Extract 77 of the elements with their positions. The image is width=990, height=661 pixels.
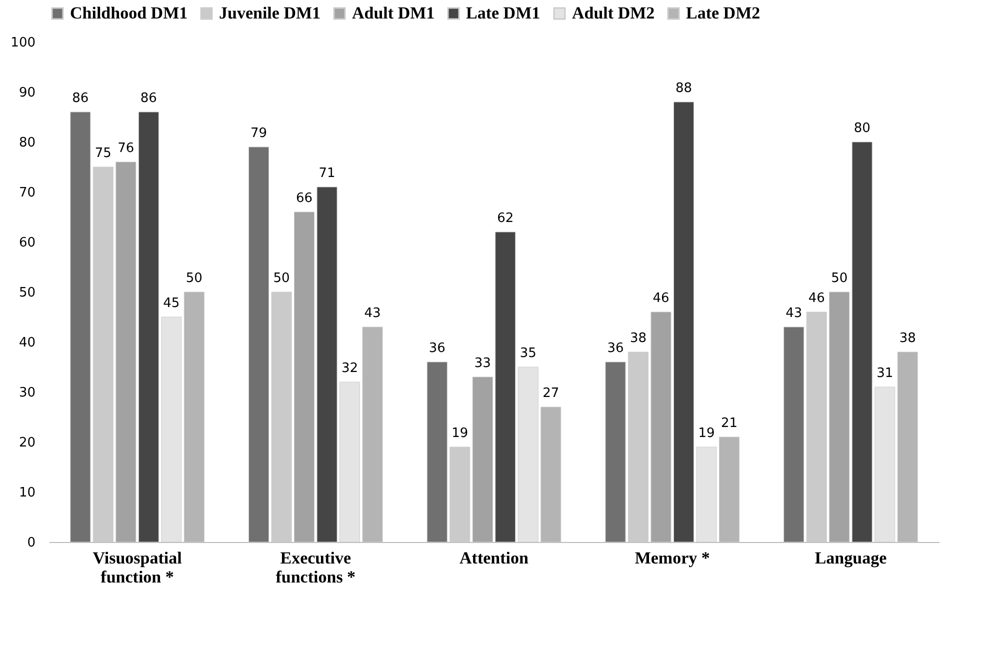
- bar: [673, 102, 694, 542]
- bar: [829, 292, 850, 542]
- data-label: 66: [296, 191, 313, 206]
- bar: [495, 232, 516, 542]
- data-label: 45: [163, 296, 180, 311]
- bar: [852, 142, 872, 542]
- y-tick-label: 50: [18, 286, 36, 300]
- bar: [874, 386, 896, 542]
- data-label: 88: [675, 81, 692, 96]
- legend-label: Childhood DM1: [70, 4, 188, 23]
- y-tick-label: 10: [18, 486, 36, 500]
- legend-label: Adult DM2: [572, 4, 655, 23]
- data-label: 50: [273, 271, 290, 286]
- bar: [472, 376, 493, 542]
- bar: [294, 212, 315, 542]
- bar: [161, 316, 182, 542]
- bar: [271, 292, 292, 542]
- legend-label: Late DM2: [686, 4, 760, 23]
- bar: [628, 352, 648, 542]
- y-tick-label: 20: [18, 436, 36, 450]
- bar: [138, 112, 159, 542]
- legend-label: Juvenile DM1: [219, 4, 321, 23]
- data-label: 62: [497, 211, 514, 226]
- y-tick-label: 30: [18, 386, 36, 400]
- data-label: 80: [854, 121, 870, 136]
- bar: [70, 112, 91, 542]
- bar: [426, 362, 448, 542]
- bar: [340, 382, 360, 542]
- data-label: 46: [808, 291, 825, 306]
- y-tick-label: 80: [18, 136, 36, 150]
- data-label: 86: [72, 91, 89, 106]
- bar: [806, 312, 827, 542]
- y-tick-label: 100: [10, 36, 36, 50]
- bar: [450, 446, 470, 542]
- y-tick-label: 60: [18, 236, 36, 250]
- data-label: 76: [118, 141, 134, 156]
- data-label: 75: [94, 146, 112, 161]
- data-label: 32: [341, 361, 358, 376]
- y-tick-label: 70: [18, 186, 36, 200]
- bar: [518, 366, 538, 542]
- data-label: 71: [318, 166, 336, 181]
- bar: [316, 186, 338, 542]
- x-tick-label: Language: [814, 548, 888, 568]
- bar: [92, 166, 114, 542]
- data-label: 33: [474, 356, 491, 371]
- legend-label: Adult DM1: [352, 4, 435, 23]
- data-label: 36: [428, 341, 446, 356]
- bar: [696, 446, 717, 542]
- bar: [605, 362, 626, 542]
- data-label: 19: [452, 426, 468, 441]
- data-label: 50: [186, 271, 202, 286]
- data-label: 21: [720, 416, 738, 431]
- bar: [116, 162, 136, 542]
- data-label: 79: [250, 126, 268, 141]
- data-label: 46: [652, 291, 670, 306]
- data-label: 31: [876, 366, 894, 381]
- bar: [248, 146, 270, 542]
- x-tick-label: Executive functions *: [276, 548, 356, 586]
- y-tick-label: 0: [27, 536, 36, 550]
- y-tick-label: 90: [18, 86, 36, 100]
- data-label: 19: [698, 426, 715, 441]
- data-label: 50: [831, 271, 848, 286]
- bar: [784, 326, 804, 542]
- bar: [650, 312, 672, 542]
- data-label: 86: [140, 91, 157, 106]
- x-tick-label: Visuospatial function *: [92, 548, 182, 586]
- data-label: 43: [786, 306, 802, 321]
- data-label: 35: [520, 346, 536, 361]
- legend-label: Late DM1: [466, 4, 540, 23]
- data-label: 36: [607, 341, 624, 356]
- y-tick-label: 40: [18, 336, 36, 350]
- data-label: 38: [899, 331, 916, 346]
- x-tick-label: Memory *: [634, 548, 710, 568]
- data-label: 27: [542, 386, 560, 401]
- x-tick-label: Attention: [460, 548, 530, 568]
- data-label: 38: [630, 331, 647, 346]
- data-label: 43: [364, 306, 381, 321]
